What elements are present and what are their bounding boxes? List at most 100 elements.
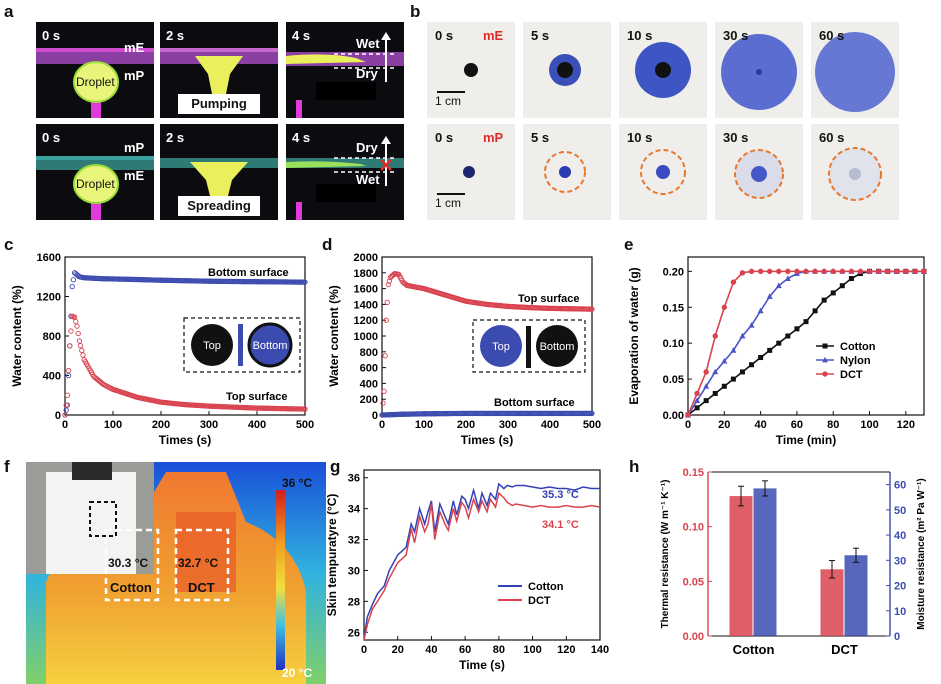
data-point <box>721 383 727 389</box>
data-point <box>76 338 83 344</box>
y-tick-label: 0.10 <box>663 338 684 350</box>
y-right-tick-label: 10 <box>894 606 906 618</box>
dry-label: Dry <box>356 66 378 81</box>
data-point <box>703 398 709 404</box>
dry-label: Dry <box>356 140 378 155</box>
pumping-frame-1-image <box>160 48 278 94</box>
series-line-cotton <box>363 482 600 639</box>
x-tick-label: 100 <box>523 644 541 656</box>
data-point <box>785 268 791 275</box>
x-tick-label: 20 <box>718 419 730 431</box>
panel-letter-c: c <box>4 235 14 254</box>
x-tick-label: 140 <box>591 644 609 656</box>
inset-bottom-label: Bottom <box>253 340 288 352</box>
mP-label: mP <box>483 130 504 145</box>
annotation-top-surface: Top surface <box>226 391 288 403</box>
x-axis-label: Time (min) <box>776 433 836 447</box>
data-point <box>65 372 72 379</box>
frame-time: 5 s <box>531 28 550 43</box>
y-tick-label: 400 <box>360 378 378 390</box>
data-point <box>866 268 873 275</box>
y-tick-label: 200 <box>360 394 378 406</box>
data-point <box>848 268 855 275</box>
inset-divider <box>526 326 531 368</box>
panel-b-bottom-frame-1: 5 s <box>523 124 611 220</box>
pumping-frame-2-image <box>286 32 404 118</box>
bar-thermal-resistance <box>729 496 753 636</box>
data-point <box>384 299 390 306</box>
y-axis-label: Water content (%) <box>327 285 341 387</box>
panel-a-bottom-frame-2: 4 s Dry Wet <box>286 124 404 220</box>
y-left-tick-label: 0.15 <box>683 467 704 479</box>
data-point <box>894 268 900 275</box>
panel-a-bottom-frame-1: 2 s Spreading <box>160 124 278 220</box>
y-tick-label: 36 <box>348 473 360 485</box>
panel-b-top-frame-0: 0 s mE 1 cm <box>427 22 515 118</box>
data-point <box>68 328 74 334</box>
y-tick-label: 26 <box>348 627 360 639</box>
y-tick-label: 600 <box>360 363 378 375</box>
data-point <box>62 412 68 418</box>
y-right-axis-label: Moisture resistance (m² Pa W⁻¹) <box>916 478 927 629</box>
data-point <box>839 268 846 275</box>
x-axis-label: Times (s) <box>461 433 513 447</box>
droplet-image <box>640 149 686 195</box>
data-point <box>74 323 80 329</box>
frame-time: 60 s <box>819 28 845 43</box>
frame-time: 30 s <box>723 28 749 43</box>
data-point <box>748 268 755 275</box>
legend-label: Cotton <box>528 581 564 593</box>
data-point <box>803 319 809 325</box>
y-tick-label: 1600 <box>354 284 378 296</box>
x-tick-label: 80 <box>493 644 505 656</box>
data-point <box>730 279 737 285</box>
annotation-dct-final: 34.1 °C <box>542 519 579 531</box>
y-tick-label: 0.15 <box>663 302 684 314</box>
data-point <box>848 276 854 282</box>
x-tick-label: 100 <box>104 419 122 431</box>
data-point <box>386 278 393 284</box>
data-point <box>730 347 737 353</box>
cotton-temp-label: 30.3 °C <box>108 556 149 570</box>
y-tick-label: 400 <box>43 371 61 383</box>
data-point <box>794 326 800 332</box>
y-right-tick-label: 60 <box>894 480 906 492</box>
frame-time: 10 s <box>627 130 653 145</box>
panel-b-top-frame-4: 60 s <box>811 22 899 118</box>
y-axis-label: Water content (%) <box>10 285 24 387</box>
annotation-bottom-surface: Bottom surface <box>208 267 289 279</box>
x-tick-label: 0 <box>361 644 367 656</box>
y-tick-label: 1200 <box>354 315 378 327</box>
frame-time: 4 s <box>292 130 311 145</box>
data-point <box>721 304 728 310</box>
x-axis-label: Times (s) <box>159 433 211 447</box>
x-tick-label: 120 <box>897 419 915 431</box>
y-tick-label: 800 <box>360 347 378 359</box>
y-tick-label: 2000 <box>354 252 378 264</box>
x-tick-label: 400 <box>541 419 559 431</box>
panel-b-bottom-frame-3: 30 s <box>715 124 803 220</box>
y-tick-label: 0 <box>55 410 61 422</box>
inset-divider <box>238 324 243 366</box>
frame-time: 10 s <box>627 28 653 43</box>
droplet-image <box>828 147 882 201</box>
series-line-cotton <box>687 270 924 416</box>
droplet-image <box>721 34 797 110</box>
x-tick-label: 100 <box>860 419 878 431</box>
data-point <box>381 388 387 394</box>
data-point <box>79 347 85 353</box>
y-right-tick-label: 50 <box>894 505 906 517</box>
data-point <box>839 283 845 289</box>
data-point <box>383 317 389 323</box>
data-point <box>912 268 918 275</box>
droplet-label: Droplet <box>76 177 115 191</box>
y-tick-label: 0.05 <box>663 374 684 386</box>
data-point <box>775 282 782 289</box>
panel-a-top-frame-1: 2 s Pumping <box>160 22 278 118</box>
droplet-image <box>437 63 478 93</box>
y-right-tick-label: 40 <box>894 530 906 542</box>
pumping-label: Pumping <box>178 94 260 114</box>
data-point <box>803 268 809 275</box>
data-point <box>757 268 764 275</box>
bar-moisture-resistance <box>753 488 777 636</box>
